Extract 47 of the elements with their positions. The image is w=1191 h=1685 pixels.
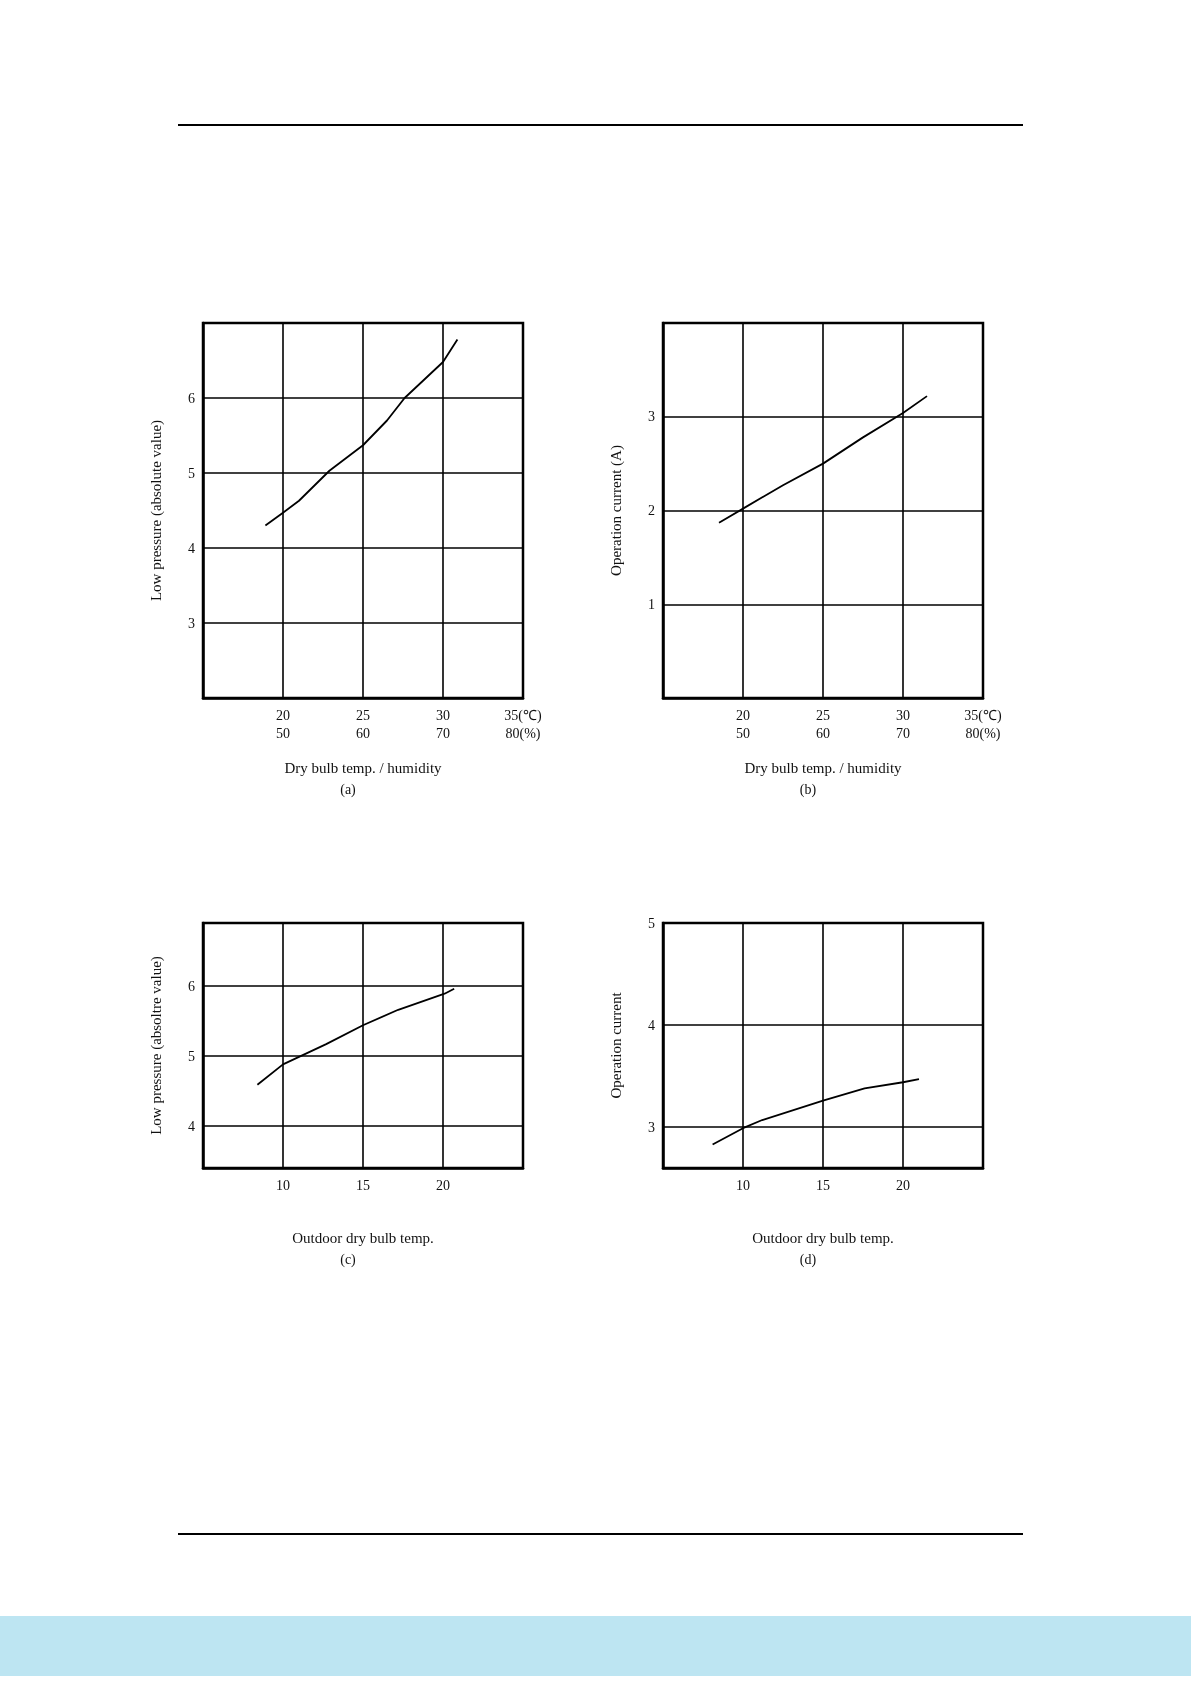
y-axis-title: Operation current (A) xyxy=(607,445,625,576)
y-tick-label: 3 xyxy=(188,615,195,631)
y-tick-label: 4 xyxy=(648,1017,655,1033)
x-axis-title: Dry bulb temp. / humidity xyxy=(744,759,903,776)
x-tick-label: 15 xyxy=(356,1177,370,1193)
y-axis-title: Operation current xyxy=(607,991,624,1099)
x2-tick-label: 50 xyxy=(736,725,750,741)
x-tick-label: 35(℃) xyxy=(964,707,1002,724)
y-tick-label: 4 xyxy=(188,1118,195,1134)
x2-tick-label: 70 xyxy=(896,725,910,741)
y-tick-label: 4 xyxy=(188,540,195,556)
x-tick-label: 15 xyxy=(816,1177,830,1193)
y-axis-title: Low pressure (absolute value) xyxy=(147,419,165,602)
x-axis-title: Dry bulb temp. / humidity xyxy=(284,759,443,776)
x-tick-label: 25 xyxy=(816,707,830,723)
y-tick-label: 6 xyxy=(188,390,195,406)
x-tick-label: 30 xyxy=(436,707,450,723)
text: (b) xyxy=(799,781,817,798)
y-axis-title: Low pressure (absoltre value) xyxy=(147,956,165,1135)
x-tick-label: 35(℃) xyxy=(504,707,542,724)
x2-tick-label: 70 xyxy=(436,725,450,741)
y-tick-label: 6 xyxy=(188,978,195,994)
y-tick-label: 5 xyxy=(188,465,195,481)
y-tick-label: 5 xyxy=(188,1048,195,1064)
text: (c) xyxy=(340,1251,357,1268)
y-tick-label: 5 xyxy=(648,915,655,931)
x-axis-title: Outdoor dry bulb temp. xyxy=(752,1229,894,1246)
x-tick-label: 20 xyxy=(276,707,290,723)
x-tick-label: 30 xyxy=(896,707,910,723)
x-tick-label: 20 xyxy=(436,1177,450,1193)
text: (a) xyxy=(340,781,357,798)
x-tick-label: 25 xyxy=(356,707,370,723)
x-tick-label: 10 xyxy=(276,1177,290,1193)
x-tick-label: 20 xyxy=(896,1177,910,1193)
x2-tick-label: 80(%) xyxy=(965,725,1001,742)
y-tick-label: 3 xyxy=(648,1119,655,1135)
y-tick-label: 1 xyxy=(648,596,655,612)
y-tick-label: 2 xyxy=(648,503,655,518)
x-tick-label: 10 xyxy=(736,1177,750,1193)
x-axis-title: Outdoor dry bulb temp. xyxy=(292,1229,434,1246)
x2-tick-label: 80(%) xyxy=(505,725,541,742)
x2-tick-label: 60 xyxy=(816,725,830,741)
x2-tick-label: 60 xyxy=(356,725,370,741)
x2-tick-label: 50 xyxy=(276,725,290,741)
y-tick-label: 3 xyxy=(648,409,655,425)
text: (d) xyxy=(799,1251,817,1268)
x-tick-label: 20 xyxy=(736,707,750,723)
